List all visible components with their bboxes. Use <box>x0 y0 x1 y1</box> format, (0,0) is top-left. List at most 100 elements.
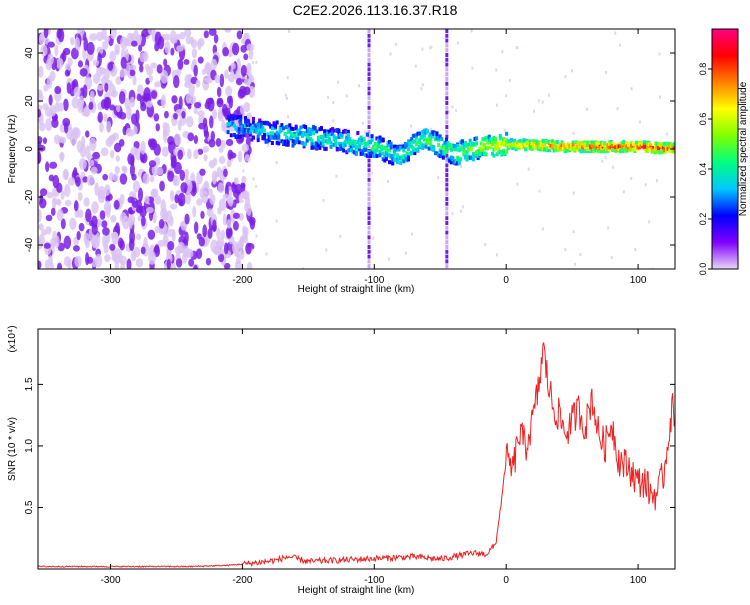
spectrogram-noise-cell <box>217 107 223 120</box>
spectrogram-ridge-cell <box>321 137 325 142</box>
spectrogram-noise-cell <box>205 61 211 72</box>
spectrogram-noise-cell <box>44 259 50 269</box>
spectrogram-ridge-cell <box>289 132 293 137</box>
spectrogram-ridge-cell <box>294 140 298 145</box>
spectrogram-streak-cell <box>367 29 371 33</box>
spectrogram-ridge-cell <box>346 139 350 144</box>
spectrogram-ridge-cell <box>631 141 635 146</box>
spectrogram-noise-cell <box>91 201 99 214</box>
spectrogram-speckle <box>358 84 361 88</box>
spectrogram-ridge-cell <box>388 153 392 158</box>
spectrogram-ridge-cell <box>476 155 480 160</box>
spectrogram-noise-cell <box>57 242 65 252</box>
x-tick-label: -100 <box>364 275 384 286</box>
spectrogram-ridge-cell <box>443 146 447 151</box>
spectrogram-ridge-cell <box>324 146 328 151</box>
spectrogram-ridge-cell <box>289 135 293 140</box>
spectrogram-ridge-cell <box>476 149 480 154</box>
spectrogram-noise-cell <box>97 84 104 91</box>
y-tick-label: -20 <box>24 189 35 204</box>
spectrogram-noise-cell <box>140 140 146 155</box>
spectrogram-ridge-cell <box>533 144 537 149</box>
spectrogram-noise-cell <box>104 184 111 196</box>
spectrogram-ridge-cell <box>497 143 501 148</box>
spectrogram-noise-cell <box>63 256 72 267</box>
spectrogram-noise-cell <box>177 241 185 253</box>
spectrogram-noise-cell <box>216 86 222 98</box>
spectrogram-ridge-cell <box>275 120 279 125</box>
spectrogram-ridge-cell <box>293 131 297 136</box>
spectrogram-streak-cell <box>367 168 371 173</box>
spectrogram-streak-cell <box>367 57 371 62</box>
spectrogram-ridge-cell <box>433 137 437 142</box>
spectrogram-ridge-cell <box>291 143 295 148</box>
spectrogram-streak-cell <box>367 134 371 139</box>
spectrogram-ridge-cell <box>247 128 251 133</box>
spectrogram-ridge-cell <box>308 137 312 142</box>
spectrogram-noise-cell <box>213 34 219 44</box>
spectrogram-ridge-cell <box>297 140 301 145</box>
spectrogram-noise-cell <box>104 35 111 42</box>
spectrogram-noise-cell <box>237 150 243 163</box>
spectrogram-ridge-cell <box>364 147 368 152</box>
spectrogram-ridge-cell <box>587 147 591 152</box>
spectrogram-ridge-cell <box>278 129 282 134</box>
spectrogram-ridge-cell <box>296 134 300 139</box>
spectrogram-ridge-cell <box>653 141 657 146</box>
spectrogram-streak-cell <box>445 62 449 67</box>
spectrogram-ridge-cell <box>456 161 460 166</box>
spectrogram-noise-cell <box>210 130 216 142</box>
spectrogram-noise-cell <box>158 219 165 229</box>
spectrogram-noise-cell <box>115 76 122 85</box>
spectrogram-noise-cell <box>38 109 42 118</box>
spectrogram-ridge-cell <box>467 142 471 147</box>
spectrogram-noise-cell <box>179 169 186 181</box>
spectrogram-ridge-cell <box>421 143 425 148</box>
spectrogram-ridge-cell <box>345 130 349 135</box>
spectrogram-ridge-cell <box>498 134 502 139</box>
spectrogram-streak-cell <box>367 125 371 129</box>
spectrogram-streak-cell <box>367 72 371 77</box>
spectrogram-ridge-cell <box>473 136 477 141</box>
spectrogram-noise-cell <box>137 215 142 222</box>
spectrogram-noise-cell <box>241 143 249 153</box>
spectrogram-noise-cell <box>186 148 192 160</box>
spectrogram-ridge-cell <box>334 143 338 148</box>
spectrogram-noise-cell <box>178 198 184 207</box>
spectrogram-ridge-cell <box>524 147 528 152</box>
spectrogram-noise-cell <box>104 253 111 263</box>
spectrogram-noise-cell <box>97 111 103 123</box>
spectrogram-ridge-cell <box>612 144 616 149</box>
spectrogram-ridge-cell <box>657 141 661 146</box>
spectrogram-ridge-cell <box>372 144 376 149</box>
spectrogram-ridge-cell <box>411 150 415 155</box>
spectrogram-ridge-cell <box>308 128 312 133</box>
spectrogram-ridge-cell <box>395 145 399 150</box>
spectrogram-ridge-cell <box>277 141 281 146</box>
spectrogram-speckle <box>447 110 450 114</box>
spectrogram-ridge-cell <box>383 154 387 159</box>
spectrogram-speckle <box>361 121 364 125</box>
spectrogram-noise-cell <box>133 125 138 135</box>
spectrogram-ridge-cell <box>392 152 396 157</box>
spectrogram-streak-cell <box>367 173 371 177</box>
spectrogram-ridge-cell <box>549 143 553 148</box>
spectrogram-ridge-cell <box>460 139 464 144</box>
spectrogram-speckle <box>501 50 504 54</box>
spectrogram-ridge-cell <box>664 148 668 153</box>
spectrogram-ridge-cell <box>381 151 385 156</box>
spectrogram-ridge-cell <box>524 138 528 143</box>
spectrogram-ridge-cell <box>232 115 236 120</box>
spectrogram-ridge-cell <box>552 141 556 146</box>
spectrogram-ridge-cell <box>503 139 507 144</box>
spectrogram-noise-cell <box>67 177 76 186</box>
spectrogram-noise-cell <box>136 34 143 43</box>
spectrogram-ridge-cell <box>357 147 361 152</box>
spectrogram-noise-cell <box>104 239 109 249</box>
spectrogram-ridge-cell <box>293 139 297 144</box>
spectrogram-ridge-cell <box>475 149 479 154</box>
spectrogram-speckle <box>275 219 278 223</box>
spectrogram-ridge-cell <box>419 143 423 148</box>
spectrogram-noise-cell <box>235 77 243 86</box>
spectrogram-ridge-cell <box>554 143 558 148</box>
